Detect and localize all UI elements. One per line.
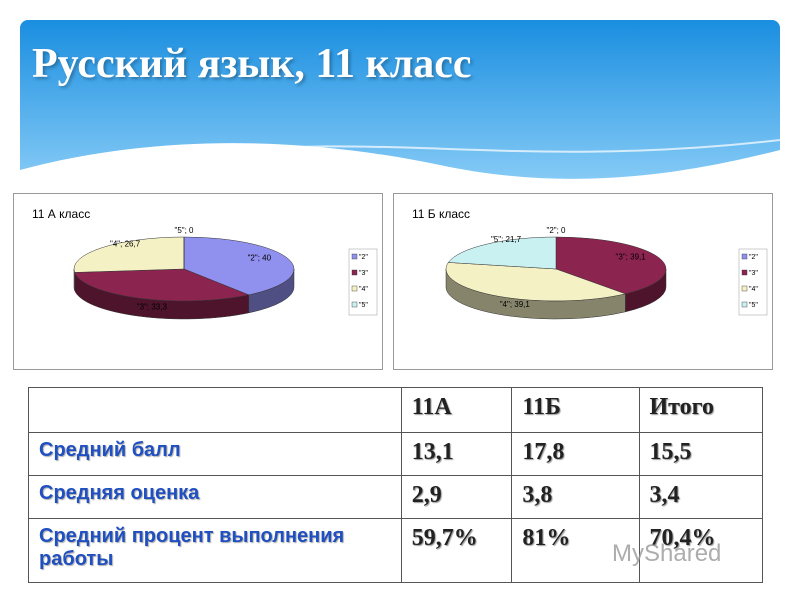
column-header: 11А (400, 387, 513, 433)
legend-label: "3" (749, 270, 758, 277)
table-row: Средняя оценка 2,9 3,8 3,4 (28, 475, 764, 520)
data-label: "4"; 39,1 (500, 300, 531, 309)
corner-cell (28, 387, 402, 433)
pie-slice (73, 236, 185, 273)
legend-label: "4" (749, 286, 758, 293)
chart: 11 А класс "2"; 40 "3"; 33,3 "4"; 26,7 "5"; … (13, 193, 383, 370)
data-label: "4"; 26,7 (110, 239, 141, 248)
legend-swatch (351, 285, 358, 292)
table-cell: 15,5 (638, 431, 764, 477)
table-cell: 70,4% (638, 518, 764, 583)
data-label: "5"; 0 (174, 226, 194, 235)
column-header: Итого (638, 387, 764, 433)
row-label: Средняя оценка (28, 475, 402, 520)
table-cell: 3,4 (638, 475, 764, 520)
data-label: "5"; 21,7 (491, 235, 522, 244)
row-label: Средний процент выполнения работы (28, 518, 402, 583)
pie-slice (555, 236, 667, 295)
table-cell: 2,9 (400, 475, 513, 520)
header-row: 11А 11Б Итого (28, 387, 764, 433)
table-cell: 81% (511, 518, 640, 583)
legend-swatch (741, 301, 748, 308)
table: 11А 11Б Итого Средний балл 13,1 17,8 15,5 Средн… (28, 387, 764, 583)
legend-label: "3" (359, 270, 368, 277)
legend-label: "2" (359, 254, 368, 261)
legend-swatch (741, 269, 748, 276)
table-cell: 3,8 (511, 475, 640, 520)
legend-label: "5" (359, 302, 368, 309)
data-label: "2"; 40 (248, 254, 272, 263)
banner (20, 20, 780, 195)
table-cell: 17,8 (511, 431, 640, 477)
row-label: Средний балл (28, 431, 402, 477)
pie-slice (183, 236, 295, 296)
legend-swatch (741, 285, 748, 292)
data-label: "3"; 39,1 (616, 253, 647, 262)
pie-slice (74, 268, 250, 302)
legend-label: "4" (359, 286, 368, 293)
legend-swatch (351, 269, 358, 276)
table-row: Средний процент выполнения работы 59,7% 81… (28, 518, 764, 583)
pie-slice (445, 262, 627, 302)
slide-title: Русский язык, 11 класс (32, 41, 472, 87)
column-header: 11Б (511, 387, 640, 433)
legend-swatch (741, 253, 748, 260)
chart-title: 11 Б класс (412, 207, 470, 221)
legend-box (738, 248, 768, 316)
legend-label: "2" (749, 254, 758, 261)
table-cell: 13,1 (400, 431, 513, 477)
chart-title: 11 А класс (32, 207, 90, 221)
legend-swatch (351, 301, 358, 308)
pie-slice (447, 236, 557, 270)
data-label: "3"; 33,3 (137, 303, 168, 312)
watermark: MyShared (612, 540, 722, 567)
legend-label: "5" (749, 302, 758, 309)
chart: 11 Б класс "2"; 0 "3"; 39,1 "4"; 39,1 "5"; 2… (393, 193, 773, 370)
data-label: "2"; 0 (546, 226, 566, 235)
legend-swatch (351, 253, 358, 260)
table-row: Средний балл 13,1 17,8 15,5 (28, 431, 764, 477)
table-cell: 59,7% (400, 518, 513, 583)
